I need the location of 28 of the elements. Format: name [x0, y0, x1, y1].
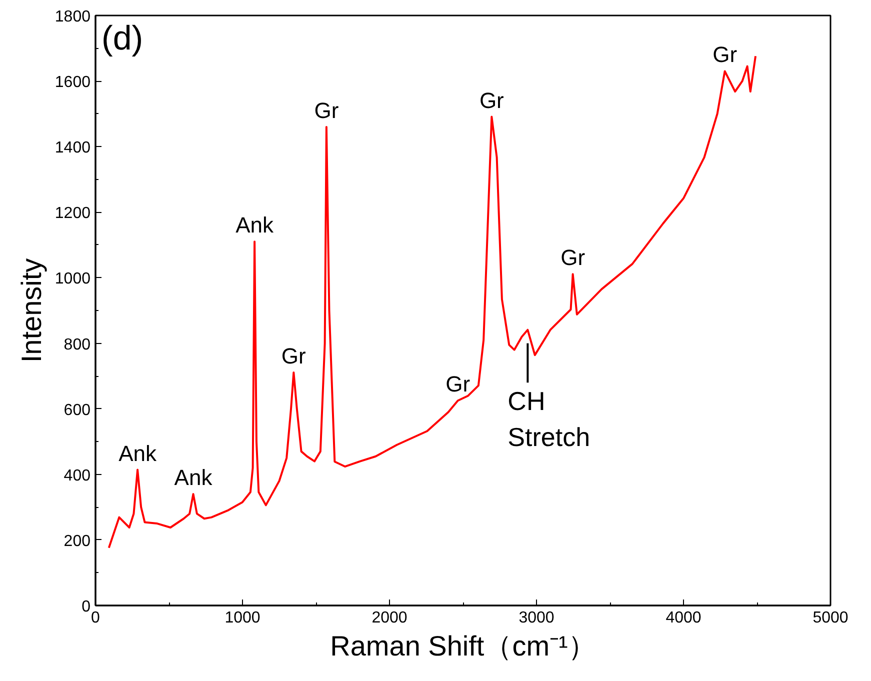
x-tick-label: 4000: [666, 610, 702, 626]
annotation: Ank: [236, 212, 275, 238]
y-tick-label: 1200: [54, 205, 91, 222]
annotation: Gr: [712, 42, 738, 68]
y-tick-label: 0: [82, 598, 91, 616]
annotation: Gr: [314, 98, 339, 123]
x-tick-label: 2000: [372, 610, 408, 626]
annotation: Gr: [560, 245, 586, 270]
y-tick-label: 1600: [54, 74, 91, 92]
x-tick-label: 3000: [518, 610, 554, 626]
y-tick-label: 600: [64, 402, 91, 419]
y-tick-label: 200: [64, 532, 91, 550]
annotation: Ank: [174, 465, 214, 490]
annotation: Gr: [446, 372, 470, 397]
annotation: Ank: [118, 440, 158, 466]
annotation: Gr: [479, 88, 504, 113]
annotation: (d): [102, 20, 144, 58]
x-tick-label: 1000: [224, 610, 260, 626]
y-tick-label: 400: [64, 467, 91, 484]
annotation: CH Stretch: [508, 386, 590, 452]
annotation: Gr: [281, 343, 306, 368]
x-tick-label: 5000: [812, 610, 848, 626]
y-tick-label: 800: [64, 336, 91, 354]
y-tick-label: 1400: [54, 140, 91, 157]
y-tick-label: 1000: [54, 270, 91, 288]
x-axis-title: Raman Shift（cm⁻¹）: [330, 630, 596, 662]
y-axis-title: Intensity: [16, 258, 47, 363]
y-tick-label: 1800: [54, 8, 91, 26]
